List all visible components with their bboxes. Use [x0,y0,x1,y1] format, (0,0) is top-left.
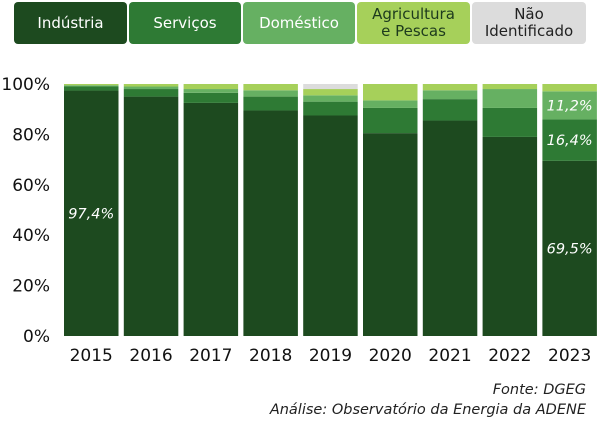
x-tick-label: 2015 [70,346,113,366]
x-tick-label: 2018 [249,346,292,366]
bar-segment-2021-1 [422,99,478,121]
y-tick-label: 40% [12,226,50,246]
bar-segment-2015-0 [64,90,119,336]
bar-segment-2023-0 [542,160,597,336]
bar-segment-2016-1 [123,89,179,97]
bar-segment-2018-3 [243,84,298,91]
bar-segment-2022-3 [482,84,538,90]
bar-segment-2018-0 [243,110,298,337]
x-tick-label: 2022 [488,346,531,366]
bar-segment-2015-3 [64,84,119,86]
y-tick-label: 0% [23,327,50,347]
data-label: 97,4% [68,206,114,222]
legend-label-domestico: Doméstico [259,13,339,32]
x-tick-label: 2023 [548,346,591,366]
bar-segment-2019-1 [303,101,358,116]
bar-segment-2023-3 [542,84,597,92]
bar-segment-2020-0 [363,133,418,336]
data-label: 69,5% [547,241,593,257]
bar-segment-2020-2 [363,100,418,108]
x-tick-label: 2021 [428,346,471,366]
x-tick-label: 2020 [369,346,412,366]
bar-segment-2017-0 [183,102,239,337]
legend-label-industria: Indústria [37,13,104,32]
bar-segment-2021-3 [422,84,478,91]
bar-segment-2019-4 [303,84,358,90]
bar-segment-2023-2 [542,91,597,120]
bar-segment-2016-2 [123,86,179,90]
bar-segment-2022-2 [482,89,538,108]
analysis-note: Análise: Observatório da Energia da ADEN… [269,402,586,418]
bar-segment-2019-3 [303,89,358,96]
chart-legend: Indústria Serviços Doméstico Agricultura… [14,2,586,46]
x-tick-label: 2016 [129,346,172,366]
legend-label-servicos: Serviços [153,13,217,32]
bar-segment-2021-2 [422,90,478,100]
bar-segment-2023-1 [542,119,597,161]
bar-segment-2019-2 [303,95,358,102]
bar-segment-2020-1 [363,107,418,134]
bar-segment-2017-1 [183,92,239,103]
data-label: 11,2% [547,98,593,114]
legend-item-industria: Indústria [14,2,127,44]
x-tick-label: 2019 [309,346,352,366]
bar-segment-2018-1 [243,96,298,111]
bar-segment-2017-2 [183,89,239,93]
y-tick-label: 20% [12,277,50,297]
data-label: 16,4% [547,133,593,149]
legend-item-agricultura: Agricultura e Pescas [357,2,470,44]
legend-item-nao-identificado: Não Identificado [472,2,586,44]
source-note: Fonte: DGEG [492,382,586,398]
legend-item-domestico: Doméstico [243,2,355,44]
x-tick-label: 2017 [189,346,232,366]
bar-segment-2021-0 [422,120,478,336]
bar-segment-2020-3 [363,84,418,101]
bar-segment-2018-2 [243,90,298,97]
legend-label-nao-identificado: Não Identificado [484,5,574,40]
bar-segment-2022-0 [482,136,538,336]
y-tick-label: 60% [12,176,50,196]
bar-segment-2022-1 [482,107,538,137]
bar-segment-2019-0 [303,115,358,336]
bar-segment-2015-1 [64,86,119,91]
legend-item-servicos: Serviços [129,2,241,44]
bar-segment-2016-0 [123,96,179,336]
y-tick-label: 80% [12,125,50,145]
bar-segment-2015-2 [64,85,119,87]
bar-segment-2016-3 [123,84,179,87]
bar-segment-2017-3 [183,84,239,90]
y-tick-label: 100% [1,75,50,95]
legend-label-agricultura: Agricultura e Pescas [372,5,455,40]
